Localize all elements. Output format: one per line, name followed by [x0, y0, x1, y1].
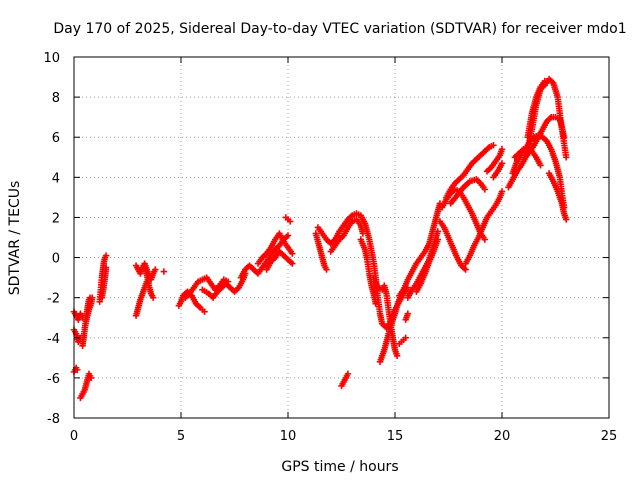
- data-point: [402, 334, 409, 341]
- data-point: [289, 260, 296, 267]
- x-tick-label: 20: [494, 429, 511, 444]
- y-tick-label: 0: [52, 252, 60, 267]
- data-point: [359, 230, 367, 237]
- data-point: [563, 154, 570, 161]
- data-point: [481, 186, 489, 193]
- data-point: [160, 268, 168, 275]
- y-tick-label: -6: [47, 372, 60, 387]
- data-point: [498, 146, 506, 153]
- data-point: [541, 77, 548, 85]
- data-point: [372, 300, 379, 307]
- data-point: [481, 236, 489, 243]
- y-tick-label: -4: [47, 332, 60, 347]
- x-tick-label: 5: [177, 429, 185, 444]
- data-point: [284, 232, 292, 239]
- x-axis-label: GPS time / hours: [281, 459, 398, 475]
- y-axis-label: SDTVAR / TECUs: [7, 181, 23, 296]
- y-tick-label: 4: [52, 171, 60, 186]
- data-point: [563, 216, 570, 223]
- data-point: [289, 250, 296, 257]
- y-tick-label: 2: [52, 211, 60, 226]
- y-tick-label: -8: [47, 412, 60, 427]
- x-tick-label: 15: [387, 429, 404, 444]
- x-tick-label: 25: [601, 429, 618, 444]
- data-point: [393, 352, 401, 360]
- data-point: [88, 294, 96, 301]
- data-point: [462, 266, 469, 273]
- data-point: [152, 266, 159, 273]
- chart-title: Day 170 of 2025, Sidereal Day-to-day VTE…: [53, 21, 626, 37]
- y-tick-label: 8: [52, 91, 60, 106]
- data-point: [74, 366, 81, 374]
- data-point: [286, 218, 294, 225]
- data-point: [87, 374, 95, 382]
- y-tick-label: -2: [47, 292, 60, 307]
- data-point: [490, 142, 497, 149]
- data-point: [434, 228, 441, 235]
- data-point: [498, 188, 506, 195]
- plot-frame: [73, 56, 610, 419]
- grid-lines: [74, 57, 609, 418]
- data-point: [102, 264, 110, 271]
- data-points: [70, 75, 570, 402]
- data-point: [344, 370, 352, 378]
- x-tick-label: 10: [280, 429, 297, 444]
- y-tick-label: 6: [52, 131, 60, 146]
- data-point: [498, 160, 506, 167]
- y-tick-label: 10: [43, 51, 60, 66]
- data-point: [201, 308, 208, 315]
- axis-ticks: 0 5 10 15 20 25 -8 -6 -4 -2 0 2 4 6 8 10: [43, 51, 617, 444]
- data-point: [434, 236, 441, 243]
- data-point: [323, 266, 330, 273]
- data-point: [537, 162, 544, 169]
- data-point: [102, 252, 110, 259]
- data-point: [404, 310, 412, 317]
- data-point: [149, 294, 157, 301]
- x-tick-label: 0: [70, 429, 78, 444]
